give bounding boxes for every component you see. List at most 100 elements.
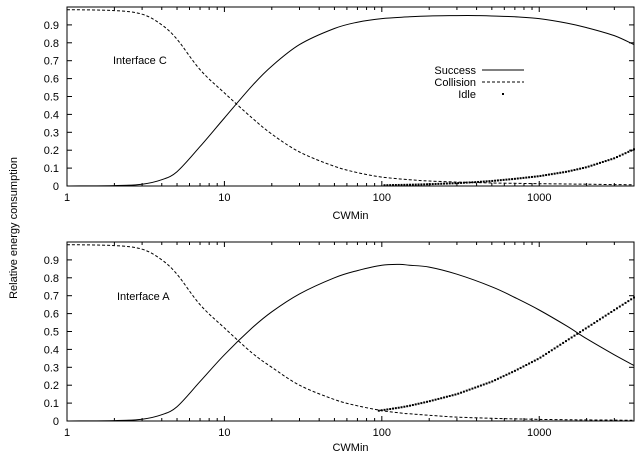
y-tick-label: 0.3: [44, 127, 59, 139]
y-tick-label: 0.8: [44, 273, 59, 285]
series-idle-point: [533, 175, 536, 178]
series-idle-point: [468, 388, 471, 391]
series-idle-point: [431, 183, 434, 186]
series-idle-point: [409, 183, 412, 186]
series-idle-point: [570, 336, 573, 339]
series-idle-point: [485, 382, 488, 385]
series-idle-point: [519, 366, 522, 369]
series-idle-point: [627, 300, 630, 303]
series-idle-point: [615, 156, 618, 159]
series-idle-point: [621, 153, 624, 156]
series-idle-point: [610, 158, 613, 161]
series-idle-point: [434, 182, 437, 185]
series-idle-point: [528, 176, 531, 179]
series-idle-point: [570, 169, 573, 172]
x-tick-label: 1000: [527, 427, 551, 439]
series-collision-line: [67, 9, 634, 186]
series-idle-point: [485, 180, 488, 183]
series-idle-point: [389, 408, 392, 411]
series-idle-point: [471, 387, 474, 390]
series-idle-point: [488, 381, 491, 384]
series-idle-point: [392, 184, 395, 187]
series-idle-point: [536, 175, 539, 178]
series-idle-point: [423, 401, 426, 404]
series-idle-point: [553, 347, 556, 350]
series-idle-point: [502, 375, 505, 378]
series-idle-point: [630, 149, 633, 152]
series-idle-point: [598, 161, 601, 164]
series-idle-point: [437, 397, 440, 400]
series-idle-point: [491, 380, 494, 383]
series-idle-point: [559, 343, 562, 346]
series-idle-point: [587, 325, 590, 328]
series-idle-point: [377, 409, 380, 412]
series-idle-point: [420, 183, 423, 186]
series-idle-point: [491, 179, 494, 182]
series-idle-point: [556, 172, 559, 175]
series-idle-point: [604, 314, 607, 317]
y-tick-label: 0.7: [44, 56, 59, 68]
series-idle-point: [457, 182, 460, 185]
series-idle-point: [542, 354, 545, 357]
series-idle-point: [457, 392, 460, 395]
y-tick-label: 0.5: [44, 327, 59, 339]
series-idle-point: [559, 171, 562, 174]
series-idle-point: [400, 183, 403, 186]
x-tick-label: 10: [218, 427, 230, 439]
series-idle-point: [496, 377, 499, 380]
series-idle-point: [420, 402, 423, 405]
y-tick-label: 0.7: [44, 291, 59, 303]
series-idle-point: [511, 371, 514, 374]
series-idle-point: [567, 170, 570, 173]
series-idle-point: [488, 180, 491, 183]
series-idle-point: [581, 167, 584, 170]
series-idle-point: [414, 403, 417, 406]
series-idle-point: [465, 389, 468, 392]
y-tick-label: 0.8: [44, 38, 59, 50]
series-idle-point: [403, 405, 406, 408]
series-idle-point: [451, 394, 454, 397]
series-idle-point: [428, 400, 431, 403]
series-idle-point: [482, 383, 485, 386]
series-success-line: [67, 263, 634, 421]
series-idle-point: [460, 181, 463, 184]
series-idle-point: [525, 364, 528, 367]
x-axis-label: CWMin: [332, 442, 368, 454]
series-idle-point: [550, 173, 553, 176]
series-idle-point: [618, 305, 621, 308]
series-idle-point: [389, 184, 392, 187]
series-idle-point: [505, 178, 508, 181]
legend-label: Collision: [434, 77, 476, 89]
series-idle-point: [386, 184, 389, 187]
series-idle-point: [445, 182, 448, 185]
series-idle-point: [573, 334, 576, 337]
series-idle-point: [426, 400, 429, 403]
y-tick-label: 0.6: [44, 74, 59, 86]
series-idle-point: [499, 179, 502, 182]
series-idle-point: [451, 182, 454, 185]
series-idle-point: [528, 362, 531, 365]
x-tick-label: 1000: [527, 192, 551, 204]
series-idle-point: [423, 183, 426, 186]
series-idle-point: [576, 332, 579, 335]
y-tick-label: 0.3: [44, 362, 59, 374]
series-idle-point: [627, 150, 630, 153]
series-idle-point: [513, 369, 516, 372]
series-idle-point: [417, 183, 420, 186]
interface-annotation: Interface C: [113, 55, 167, 67]
series-idle-point: [448, 395, 451, 398]
series-idle-point: [417, 402, 420, 405]
series-idle-point: [536, 358, 539, 361]
series-idle-point: [562, 341, 565, 344]
series-idle-point: [462, 390, 465, 393]
y-tick-label: 0.5: [44, 92, 59, 104]
series-idle-point: [462, 181, 465, 184]
series-idle-point: [411, 183, 414, 186]
plot-frame: [66, 241, 635, 422]
series-idle-point: [553, 172, 556, 175]
series-idle-point: [454, 393, 457, 396]
y-tick-label: 0.4: [44, 109, 59, 121]
series-idle-point: [587, 165, 590, 168]
shared-y-axis-label: Relative energy consumption: [8, 157, 20, 299]
series-idle-point: [598, 318, 601, 321]
